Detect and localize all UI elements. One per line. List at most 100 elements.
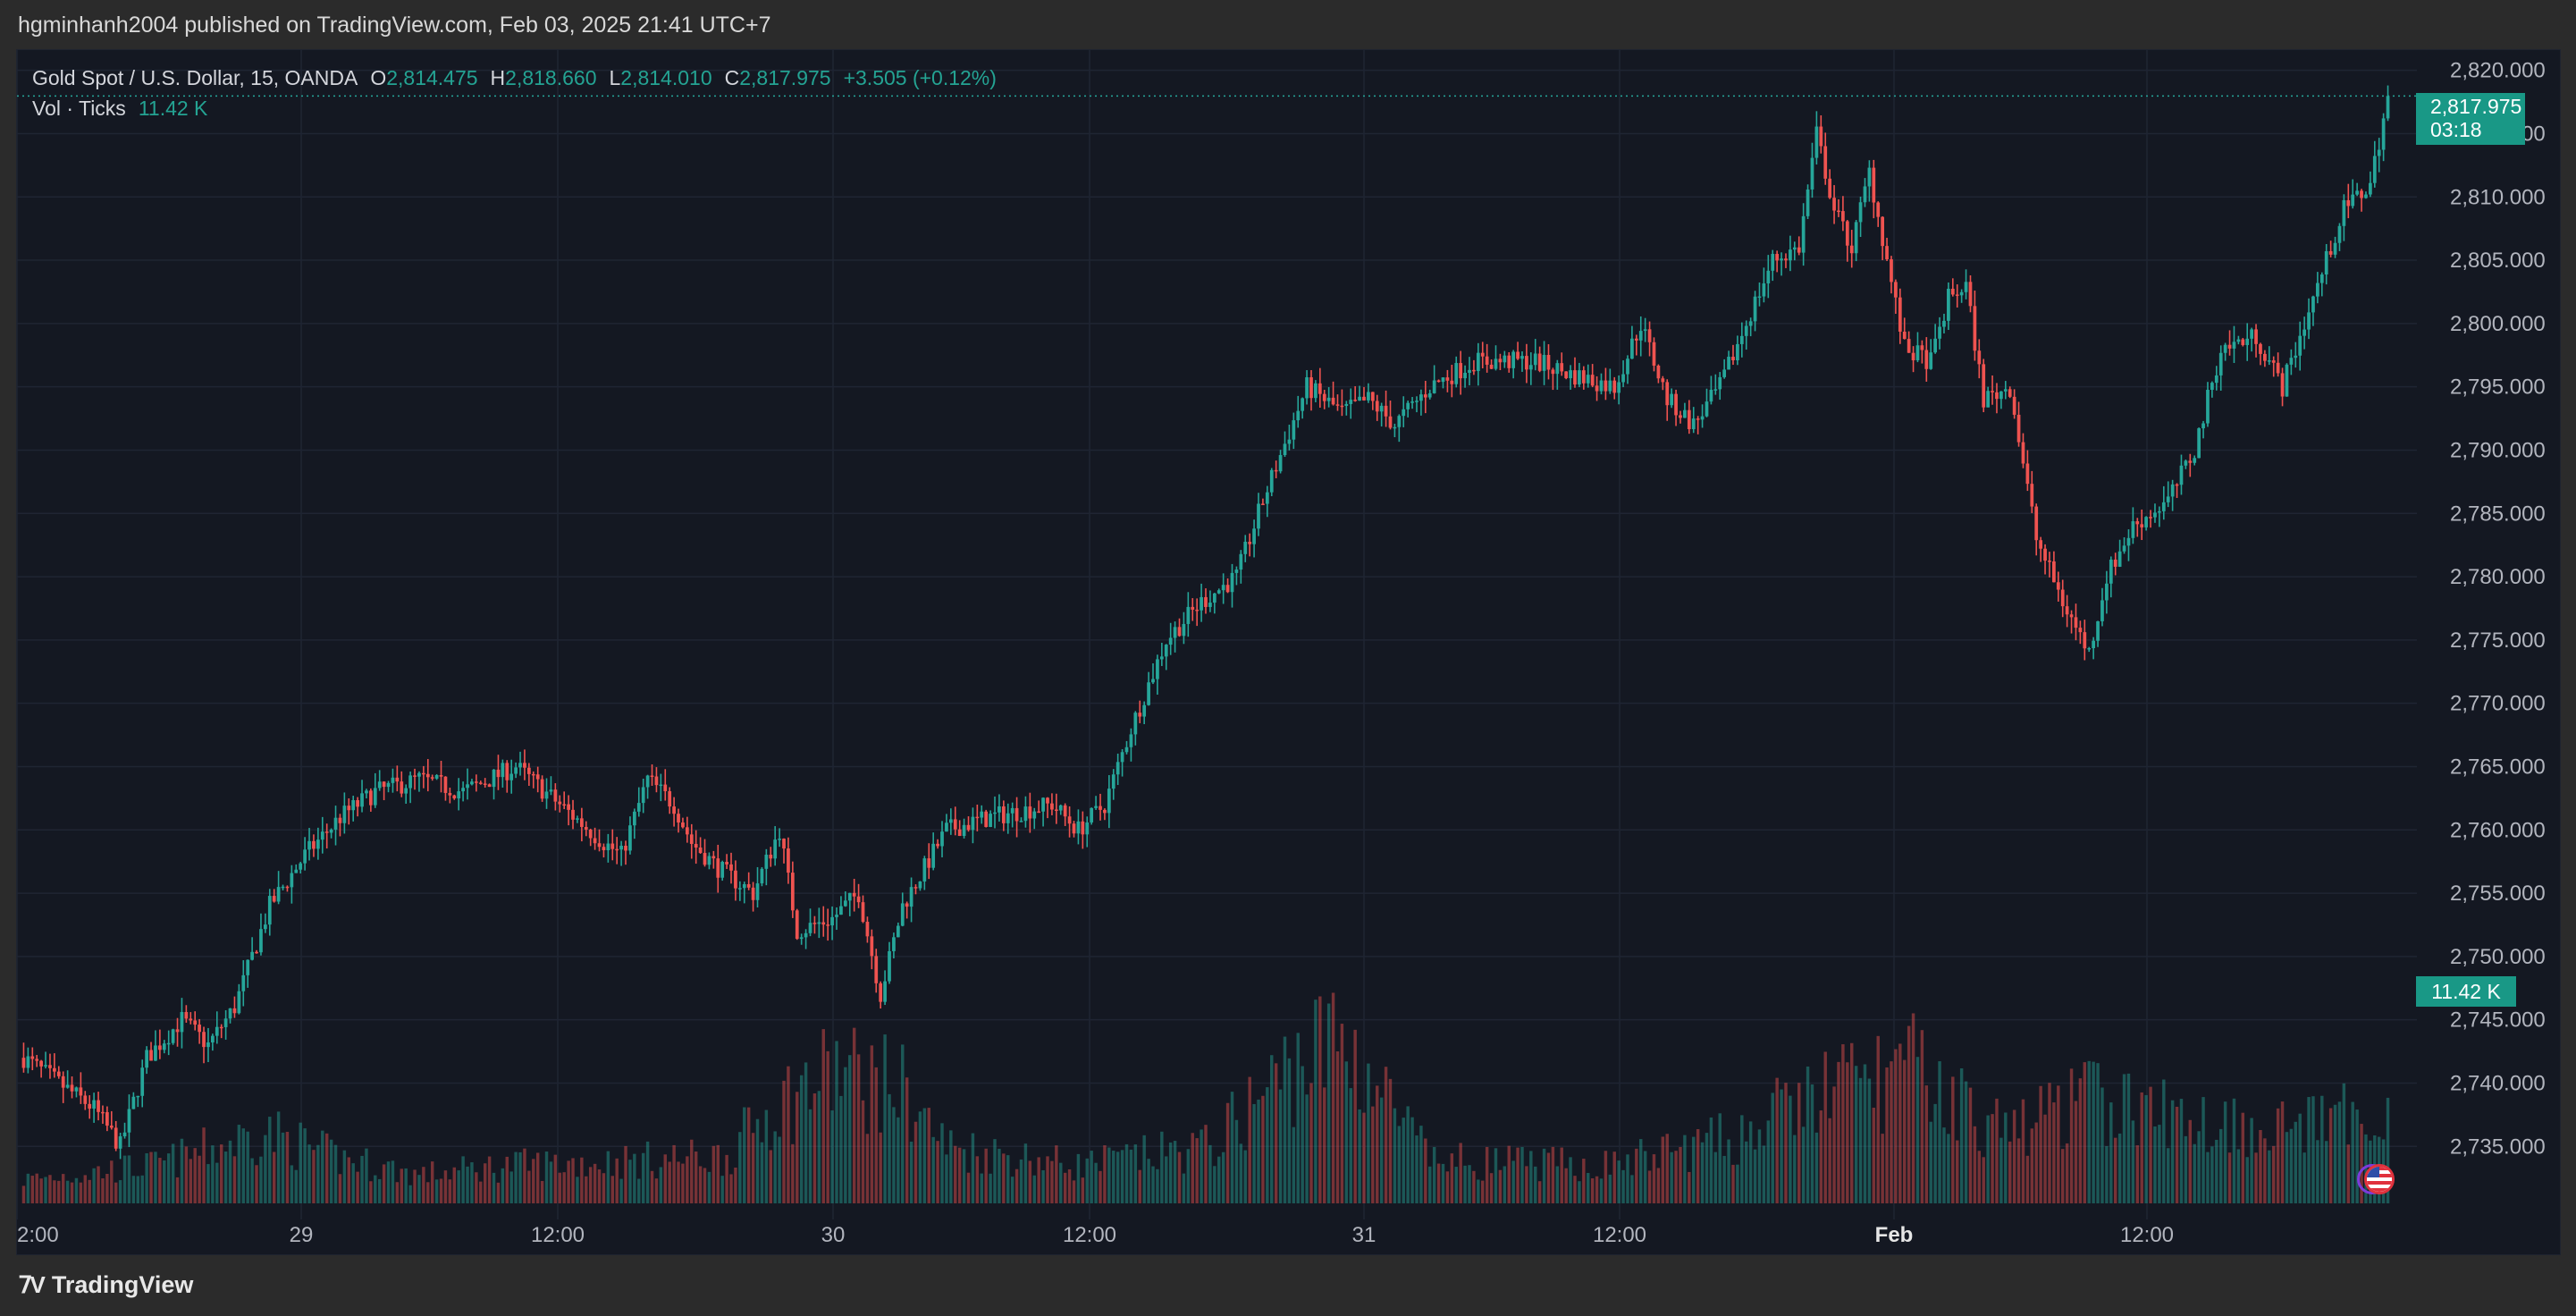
volume-bar [1929,1121,1932,1203]
y-tick-label: 2,805.000 [2450,249,2546,273]
volume-bar [65,1180,70,1203]
candle-body [2236,339,2241,342]
candle-body [2056,582,2060,590]
volume-bar [1757,1129,1762,1203]
candle-body [2342,199,2346,226]
candle-body [1819,126,1823,147]
volume-bar [1854,1066,1858,1203]
volume-bar [351,1163,355,1203]
candle-body [189,1018,193,1021]
chart-panel[interactable]: 2,820.0002,815.0002,810.0002,805.0002,80… [16,49,2561,1255]
volume-bar [619,1178,623,1203]
candle-body [755,883,760,900]
candle-body [553,789,558,802]
symbol-label[interactable]: Gold Spot / U.S. Dollar, 15, OANDA [32,66,358,89]
volume-bar [984,1148,988,1203]
volume-bar [118,1180,122,1203]
candle-body [1973,306,1977,351]
candle-body [962,824,966,837]
volume-bar [1204,1125,1208,1203]
volume-bar [171,1143,175,1203]
volume-bar [1099,1170,1102,1203]
y-tick-label: 2,745.000 [2450,1008,2546,1033]
volume-bar [1745,1141,1748,1203]
x-tick-label: 12:00 [1593,1223,1646,1247]
candle-body [1331,397,1335,405]
volume-bar [324,1133,329,1203]
candle-body [989,814,992,828]
volume-bar [1406,1106,1410,1203]
volume-bar [681,1163,685,1203]
volume-bar [720,1176,724,1203]
volume-bar [1046,1156,1049,1203]
candle-body [681,822,685,828]
volume-bar [395,1182,400,1203]
candle-body [562,804,567,806]
volume-bar [1520,1146,1524,1203]
volume-bar [202,1127,206,1203]
volume-bar [945,1154,948,1203]
candle-body [2346,199,2351,207]
candle-body [2096,620,2100,641]
candle-body [391,777,395,783]
volume-bar [2223,1101,2227,1203]
candle-body [281,886,285,889]
candle-body [1771,254,1775,271]
volume-bar [2268,1150,2271,1203]
volume-bar [624,1145,627,1203]
candle-body [2122,545,2126,552]
candle-body [272,896,276,902]
candle-body [948,819,953,823]
volume-bar [1085,1158,1089,1203]
volume-bar [993,1139,997,1203]
candle-body [1537,353,1542,371]
candlestick-chart[interactable]: 2,820.0002,815.0002,810.0002,805.0002,80… [17,50,2560,1254]
volume-bar [1727,1139,1730,1203]
volume-bar [1177,1152,1182,1203]
volume-bar [2012,1109,2016,1203]
candle-body [53,1067,56,1072]
volume-bar [2294,1121,2298,1203]
candle-body [1849,245,1854,254]
volume-bar [2008,1141,2012,1203]
volume-bar [1907,1025,1911,1203]
candle-body [879,983,883,1002]
candle-body [892,937,896,951]
volume-bar [1784,1083,1788,1203]
tradingview-logo[interactable]: 𝟩V TradingView [18,1271,193,1299]
candle-body [320,831,324,840]
candle-body [2140,524,2144,527]
candle-body [764,855,769,869]
candle-body [74,1087,79,1092]
volume-bar [641,1152,645,1203]
candle-body [1094,806,1098,808]
volume-bar [1516,1147,1520,1203]
volume-bar [1753,1149,1757,1203]
volume-bar [281,1132,285,1203]
candle-body [1581,370,1586,384]
candle-body [338,817,342,823]
volume-bar [1700,1142,1705,1203]
y-tick-label: 2,810.000 [2450,185,2546,209]
candle-body [79,1087,83,1096]
us-flag-icon[interactable] [2364,1164,2395,1194]
volume-bar [2126,1073,2131,1203]
volume-bar [2065,1143,2069,1203]
candle-body [1480,352,1485,357]
candle-body [65,1084,70,1088]
volume-label[interactable]: Vol · Ticks [32,97,126,120]
candle-body [373,788,377,806]
candle-body [1507,355,1511,368]
volume-bar [553,1154,558,1203]
volume-bar [329,1139,333,1203]
candle-body [971,816,975,831]
volume-bar [1898,1043,1902,1203]
candle-body [689,834,694,844]
volume-bar [1688,1171,1691,1203]
candle-body [2201,423,2205,429]
candle-body [2012,396,2016,415]
candle-body [2153,512,2157,518]
volume-bar [707,1171,711,1203]
volume-bar [2039,1085,2042,1203]
volume-bar [360,1155,364,1203]
